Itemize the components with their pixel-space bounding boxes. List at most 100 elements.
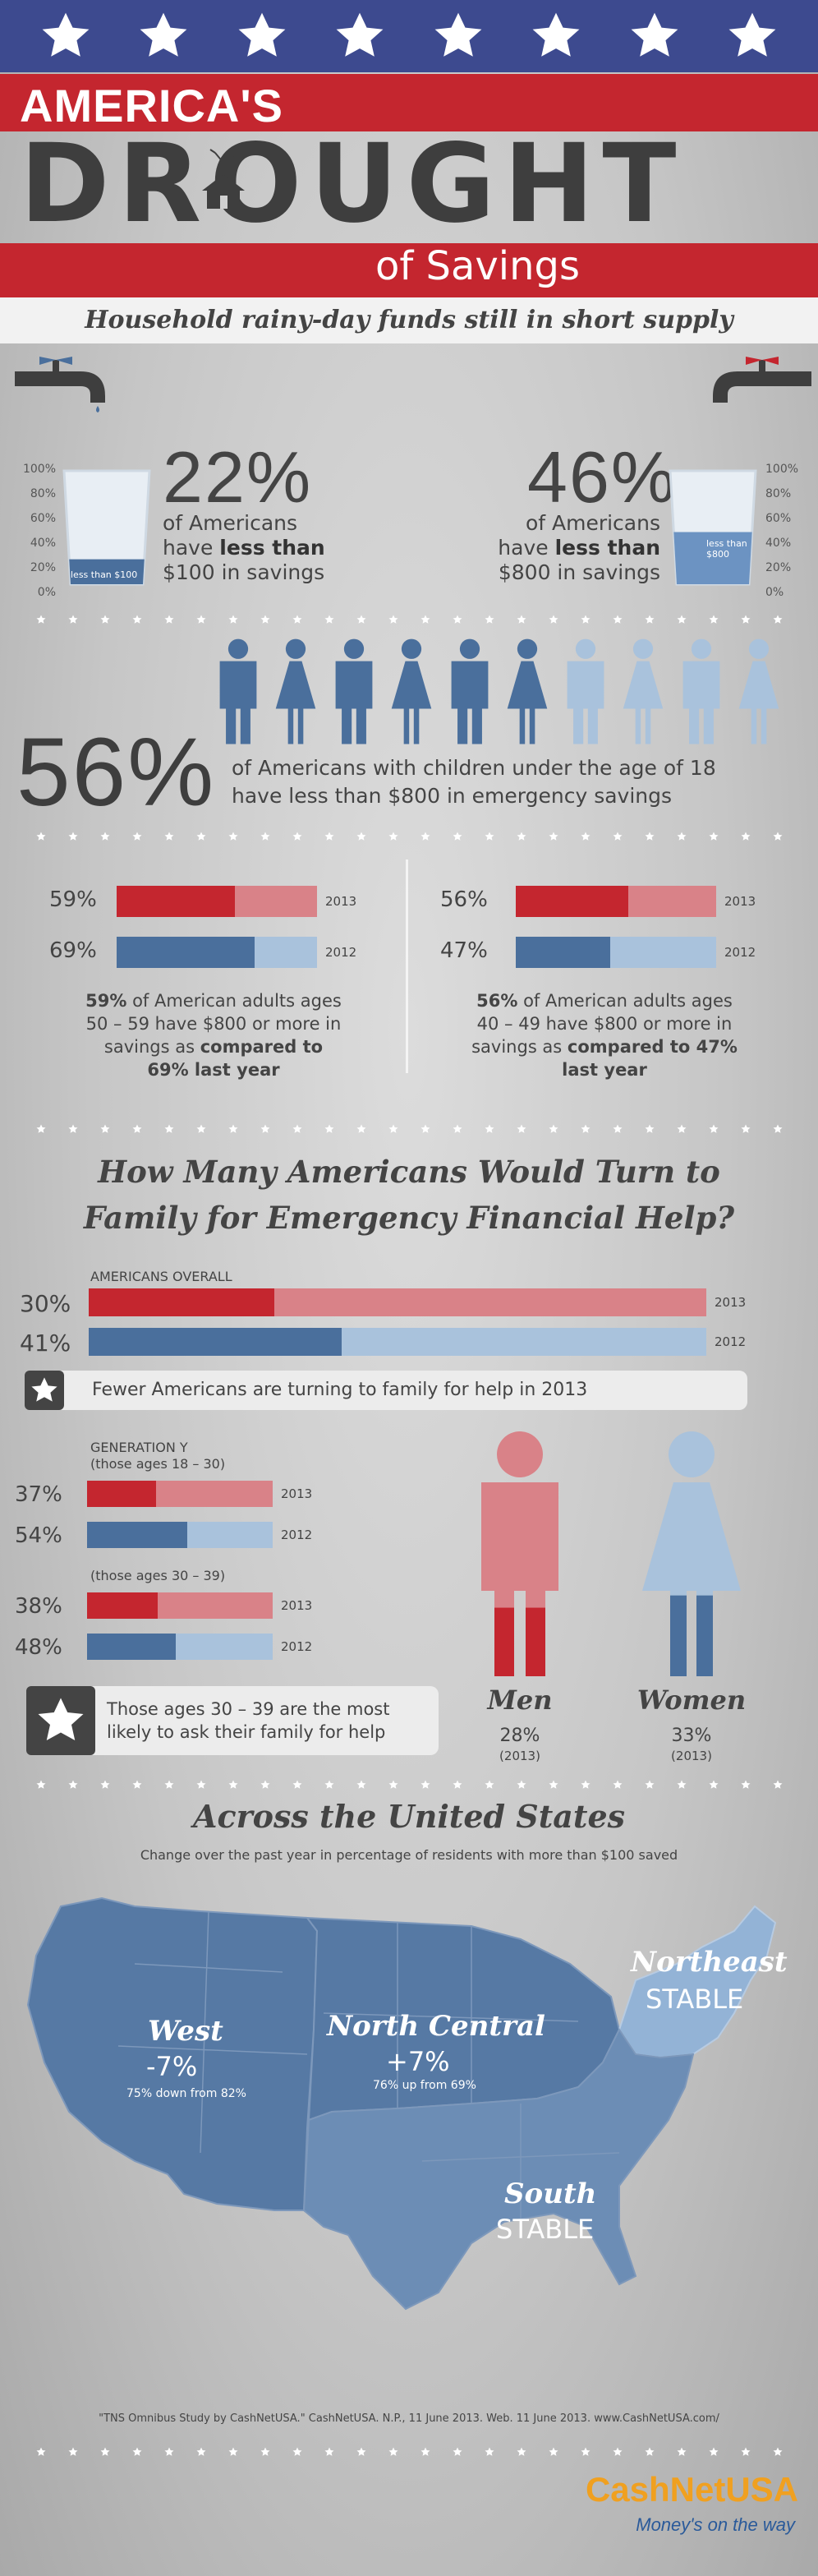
region-northeast[interactable] (618, 1905, 777, 2059)
star-divider (0, 1780, 818, 1791)
star-divider (0, 2447, 818, 2458)
divider-star-icon (645, 1780, 655, 1790)
divider-star-icon (164, 2447, 174, 2457)
women-pct: 33% (671, 1726, 712, 1746)
divider-star-icon (485, 1780, 494, 1790)
desc-line: of Americans (163, 511, 298, 535)
woman-icon (623, 638, 664, 744)
callout-line: Those ages 30 – 39 are the most (107, 1699, 390, 1719)
divider-star-icon (388, 2447, 398, 2457)
map-title: Across the United States (192, 1798, 626, 1835)
desc-line: savings as compared to 47% (440, 1035, 769, 1058)
divider-star-icon (453, 615, 462, 624)
divider-star-icon (132, 1124, 142, 1134)
bar-year-label: 2012 (325, 945, 357, 960)
divider-star-icon (100, 1124, 110, 1134)
divider-star-icon (645, 1124, 655, 1134)
divider-star-icon (324, 615, 334, 624)
desc-bold: 59% (85, 991, 127, 1011)
bar-value-label: 59% (49, 887, 97, 912)
star-badge (25, 1371, 64, 1410)
divider-star-icon (645, 615, 655, 624)
scale-tick: 80% (765, 487, 792, 500)
label-line: (those ages 18 – 30) (90, 1456, 226, 1472)
divider-star-icon (100, 615, 110, 624)
divider-star-icon (228, 1780, 238, 1790)
divider-star-icon (645, 832, 655, 841)
bar-year-label: 2013 (281, 1598, 313, 1613)
west-detail: 75% down from 82% (126, 2087, 246, 2100)
map-subtitle: Change over the past year in percentage … (140, 1847, 678, 1863)
divider-star-icon (324, 2447, 334, 2457)
divider-star-icon (453, 2447, 462, 2457)
bar-value-label: 38% (15, 1594, 62, 1619)
bar-fill (87, 1522, 188, 1548)
divider-star-icon (453, 1124, 462, 1134)
desc-bold: compared to 47% (567, 1037, 738, 1057)
divider-star-icon (292, 2447, 302, 2457)
star-icon (532, 12, 580, 57)
divider-star-icon (356, 832, 366, 841)
divider-star-icon (773, 615, 783, 624)
bar-track (87, 1592, 273, 1619)
divider-star-icon (581, 832, 591, 841)
scale-tick: 100% (765, 463, 799, 476)
divider-star-icon (549, 832, 558, 841)
divider-star-icon (164, 1780, 174, 1790)
divider-star-icon (485, 615, 494, 624)
divider-star-icon (549, 2447, 558, 2457)
bar-track (516, 937, 716, 968)
divider-star-icon (613, 2447, 623, 2457)
woman-icon (392, 638, 432, 744)
bar-year-label: 2012 (715, 1334, 747, 1349)
desc-bold: less than (219, 536, 325, 560)
divider-star-icon (356, 1124, 366, 1134)
pct-22: 22% (163, 436, 313, 518)
divider-star-icon (677, 615, 687, 624)
divider-star-icon (517, 2447, 526, 2457)
bar-fill (89, 1328, 342, 1356)
woman-figure-icon (642, 1431, 741, 1676)
northeast-status: STABLE (646, 1984, 744, 2015)
divider-star-icon (549, 615, 558, 624)
divider-star-icon (196, 832, 206, 841)
divider-star-icon (549, 1124, 558, 1134)
woman-icon (507, 638, 548, 744)
glass-right: less than $800 (664, 464, 762, 588)
scale-tick: 0% (765, 586, 784, 599)
divider-star-icon (388, 832, 398, 841)
children-desc: of Americans with children under the age… (232, 754, 716, 810)
title-line: Family for Emergency Financial Help? (83, 1200, 735, 1236)
divider-star-icon (132, 832, 142, 841)
left-desc: of Americans have less than $100 in savi… (163, 511, 325, 585)
age-40-49-text: 56% of American adults ages 40 – 49 have… (440, 989, 769, 1081)
region-south[interactable] (302, 2028, 695, 2311)
bar-year-label: 2013 (281, 1486, 313, 1501)
scale-right: 100% 80% 60% 40% 20% 0% (765, 457, 815, 605)
divider-star-icon (36, 832, 46, 841)
divider-star-icon (420, 2447, 430, 2457)
desc-line: $100 in savings (163, 560, 325, 584)
divider-star-icon (100, 1780, 110, 1790)
scale-tick: 60% (765, 512, 792, 525)
title-band-bottom: of Savings (0, 243, 818, 297)
divider-star-icon (260, 1124, 270, 1134)
cashnetusa-logo[interactable]: CashNetUSA (585, 2470, 798, 2509)
state-borders (117, 1910, 620, 2227)
region-west[interactable] (26, 1896, 319, 2211)
desc-text: of American adults ages (126, 991, 342, 1011)
scale-tick: 20% (765, 561, 792, 574)
divider-star-icon (613, 615, 623, 624)
glass-right-svg (669, 469, 757, 586)
divider-star-icon (68, 2447, 78, 2457)
men-title: Men (487, 1684, 553, 1716)
star-icon (336, 12, 384, 57)
divider-star-icon (164, 832, 174, 841)
callout-30-39: Those ages 30 – 39 are the most likely t… (26, 1686, 439, 1755)
divider-star-icon (420, 1780, 430, 1790)
glass-right-label: less than $800 (706, 538, 747, 560)
divider-star-icon (420, 832, 430, 841)
bar-track (89, 1328, 706, 1356)
divider-star-icon (453, 1780, 462, 1790)
man-icon (335, 638, 373, 744)
